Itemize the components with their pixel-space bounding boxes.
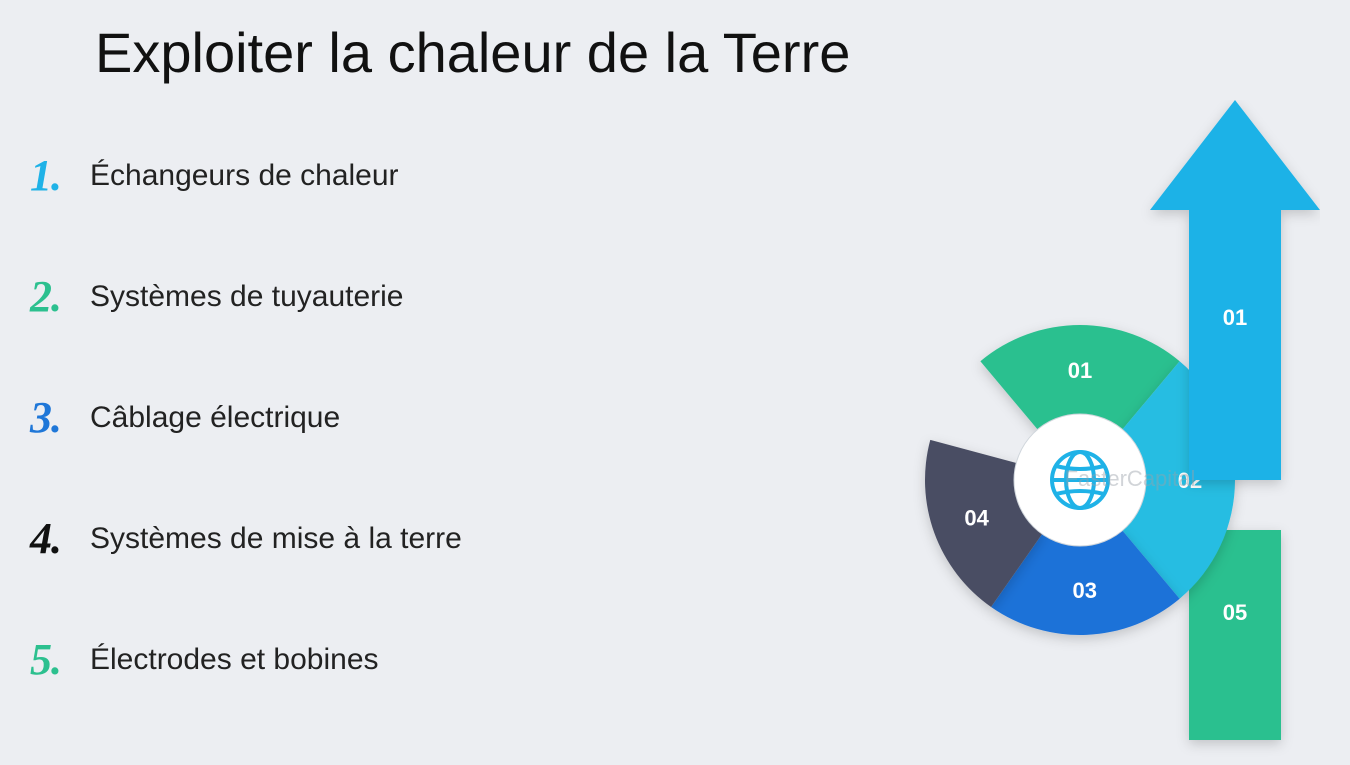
item-number: 1. bbox=[30, 150, 90, 201]
item-label: Câblage électrique bbox=[90, 401, 340, 435]
item-number: 5. bbox=[30, 634, 90, 685]
diagram-segment-label: 03 bbox=[1073, 578, 1097, 603]
item-label: Échangeurs de chaleur bbox=[90, 159, 399, 193]
diagram-tail-label: 05 bbox=[1223, 600, 1247, 625]
items-list: 1. Échangeurs de chaleur 2. Systèmes de … bbox=[30, 150, 462, 755]
diagram-arrow-label: 01 bbox=[1223, 305, 1247, 330]
list-item: 4. Systèmes de mise à la terre bbox=[30, 513, 462, 564]
page-title: Exploiter la chaleur de la Terre bbox=[95, 20, 850, 85]
diagram-segment-label: 01 bbox=[1068, 358, 1092, 383]
item-label: Électrodes et bobines bbox=[90, 643, 379, 677]
item-label: Systèmes de tuyauterie bbox=[90, 280, 404, 314]
list-item: 1. Échangeurs de chaleur bbox=[30, 150, 462, 201]
diagram-segment-label: 04 bbox=[964, 506, 989, 531]
list-item: 5. Électrodes et bobines bbox=[30, 634, 462, 685]
item-number: 2. bbox=[30, 271, 90, 322]
watermark: FasterCapital bbox=[1065, 466, 1196, 491]
item-label: Systèmes de mise à la terre bbox=[90, 522, 462, 556]
circular-arrow-diagram: 010203040105FasterCapital bbox=[840, 100, 1320, 740]
list-item: 2. Systèmes de tuyauterie bbox=[30, 271, 462, 322]
item-number: 4. bbox=[30, 513, 90, 564]
list-item: 3. Câblage électrique bbox=[30, 392, 462, 443]
item-number: 3. bbox=[30, 392, 90, 443]
